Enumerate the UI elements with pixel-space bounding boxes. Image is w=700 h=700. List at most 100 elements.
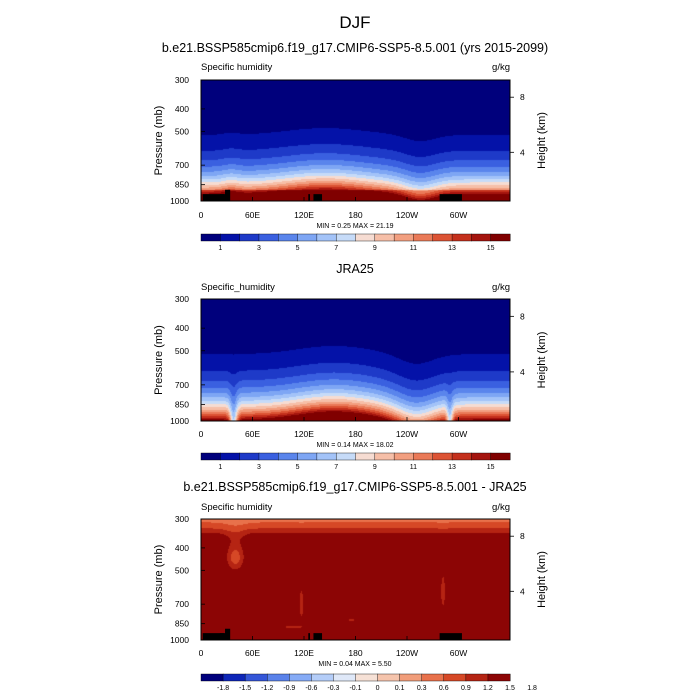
colorbar-label: -0.6 bbox=[305, 685, 317, 692]
x-tick-label: 60W bbox=[450, 648, 467, 658]
x-tick-label: 0 bbox=[199, 429, 204, 439]
colorbar-label: 0.3 bbox=[417, 685, 427, 692]
contour-field bbox=[201, 80, 510, 201]
colorbar-swatch bbox=[374, 233, 395, 242]
contour-field bbox=[201, 519, 510, 640]
min-max-stats: MIN = 0.25 MAX = 21.19 bbox=[316, 223, 393, 230]
y2-tick-label: 8 bbox=[520, 92, 525, 102]
colorbar-label: 15 bbox=[487, 464, 495, 471]
colorbar-swatch bbox=[311, 673, 334, 682]
colorbar-swatch bbox=[443, 673, 467, 682]
colorbar-label: 13 bbox=[448, 464, 456, 471]
colorbar-label: 1 bbox=[218, 464, 222, 471]
colorbar-swatch bbox=[278, 233, 299, 242]
x-tick-label: 120W bbox=[396, 429, 418, 439]
y-axis-title: Pressure (mb) bbox=[153, 325, 165, 395]
units-label: g/kg bbox=[492, 502, 510, 513]
colorbar-swatch bbox=[374, 452, 395, 461]
x-tick-label: 60W bbox=[450, 429, 467, 439]
topography-mask bbox=[219, 633, 225, 640]
y-tick-label: 500 bbox=[175, 346, 189, 356]
colorbar-swatch bbox=[451, 233, 472, 242]
y2-axis-title: Height (km) bbox=[536, 332, 548, 389]
topography-mask bbox=[202, 194, 226, 201]
y-tick-label: 850 bbox=[175, 180, 189, 190]
colorbar-swatch bbox=[355, 673, 379, 682]
colorbar-swatch bbox=[413, 233, 434, 242]
colorbar-swatch bbox=[297, 452, 318, 461]
topography-mask bbox=[202, 633, 226, 640]
colorbar-label: 13 bbox=[448, 245, 456, 252]
y-tick-label: 300 bbox=[175, 514, 189, 524]
x-tick-label: 120W bbox=[396, 210, 418, 220]
panel-title: b.e21.BSSP585cmip6.f19_g17.CMIP6-SSP5-8.… bbox=[162, 41, 548, 55]
y-tick-label: 400 bbox=[175, 104, 189, 114]
colorbar-swatch bbox=[258, 452, 279, 461]
y2-tick-label: 4 bbox=[520, 367, 525, 377]
y-tick-label: 700 bbox=[175, 380, 189, 390]
colorbar-swatch bbox=[490, 452, 511, 461]
colorbar-label: 1 bbox=[218, 245, 222, 252]
colorbar-swatch bbox=[377, 673, 401, 682]
colorbar-swatch bbox=[421, 673, 445, 682]
colorbar-label: 7 bbox=[334, 245, 338, 252]
y-tick-label: 850 bbox=[175, 400, 189, 410]
colorbar-swatch bbox=[220, 452, 241, 461]
y-tick-label: 500 bbox=[175, 565, 189, 575]
topography-mask bbox=[308, 194, 311, 201]
colorbar-label: 0.9 bbox=[461, 685, 471, 692]
colorbar-swatch bbox=[239, 233, 260, 242]
colorbar-label: 1.5 bbox=[505, 685, 515, 692]
x-tick-label: 120E bbox=[294, 429, 314, 439]
colorbar-swatch bbox=[267, 673, 290, 682]
chart-panel-1: b.e21.BSSP585cmip6.f19_g17.CMIP6-SSP5-8.… bbox=[153, 41, 548, 252]
colorbar-swatch bbox=[316, 233, 337, 242]
contour-field bbox=[201, 299, 510, 421]
colorbar-swatch bbox=[487, 673, 511, 682]
topography-mask bbox=[308, 633, 311, 640]
colorbar-swatch bbox=[200, 233, 221, 242]
colorbar-label: -1.8 bbox=[217, 685, 229, 692]
colorbar-swatch bbox=[451, 452, 472, 461]
colorbar-label: 0.1 bbox=[395, 685, 405, 692]
variable-label: Specific_humidity bbox=[201, 282, 275, 293]
y-tick-label: 1000 bbox=[170, 635, 189, 645]
colorbar-swatch bbox=[471, 452, 492, 461]
x-tick-label: 0 bbox=[199, 210, 204, 220]
colorbar-swatch bbox=[244, 673, 268, 682]
colorbar-swatch bbox=[289, 673, 312, 682]
panel-title: b.e21.BSSP585cmip6.f19_g17.CMIP6-SSP5-8.… bbox=[183, 480, 526, 494]
x-tick-label: 180 bbox=[348, 648, 362, 658]
topography-mask bbox=[439, 633, 462, 640]
y-tick-label: 700 bbox=[175, 599, 189, 609]
colorbar-label: 7 bbox=[334, 464, 338, 471]
colorbar-swatch bbox=[333, 673, 356, 682]
colorbar-label: 11 bbox=[410, 245, 417, 252]
x-tick-label: 60W bbox=[450, 210, 467, 220]
colorbar-label: 0 bbox=[376, 685, 380, 692]
min-max-stats: MIN = 0.04 MAX = 5.50 bbox=[318, 661, 391, 668]
panel-title: JRA25 bbox=[336, 262, 374, 276]
colorbar-swatch bbox=[471, 233, 492, 242]
x-tick-label: 120E bbox=[294, 210, 314, 220]
y-tick-label: 1000 bbox=[170, 416, 189, 426]
topography-mask bbox=[225, 189, 231, 201]
y-tick-label: 400 bbox=[175, 543, 189, 553]
topography-mask bbox=[225, 628, 231, 640]
variable-label: Specific humidity bbox=[201, 502, 273, 513]
y-tick-label: 700 bbox=[175, 160, 189, 170]
y-tick-label: 300 bbox=[175, 75, 189, 85]
colorbar-swatch bbox=[200, 673, 224, 682]
chart-panel-2: JRA25 Specific_humidity g/kg 0 60E 120E 180 120… bbox=[153, 262, 548, 471]
y-axis-title: Pressure (mb) bbox=[153, 106, 165, 176]
colorbar-label: 15 bbox=[487, 245, 495, 252]
y-tick-label: 1000 bbox=[170, 196, 189, 206]
colorbar-swatch bbox=[258, 233, 279, 242]
topography-mask bbox=[313, 633, 323, 640]
colorbar-swatch bbox=[335, 233, 356, 242]
colorbar-label: 3 bbox=[257, 245, 261, 252]
colorbar-swatch bbox=[335, 452, 356, 461]
colorbar-label: 3 bbox=[257, 464, 261, 471]
colorbar-label: 0.6 bbox=[439, 685, 449, 692]
x-tick-label: 60E bbox=[245, 429, 260, 439]
